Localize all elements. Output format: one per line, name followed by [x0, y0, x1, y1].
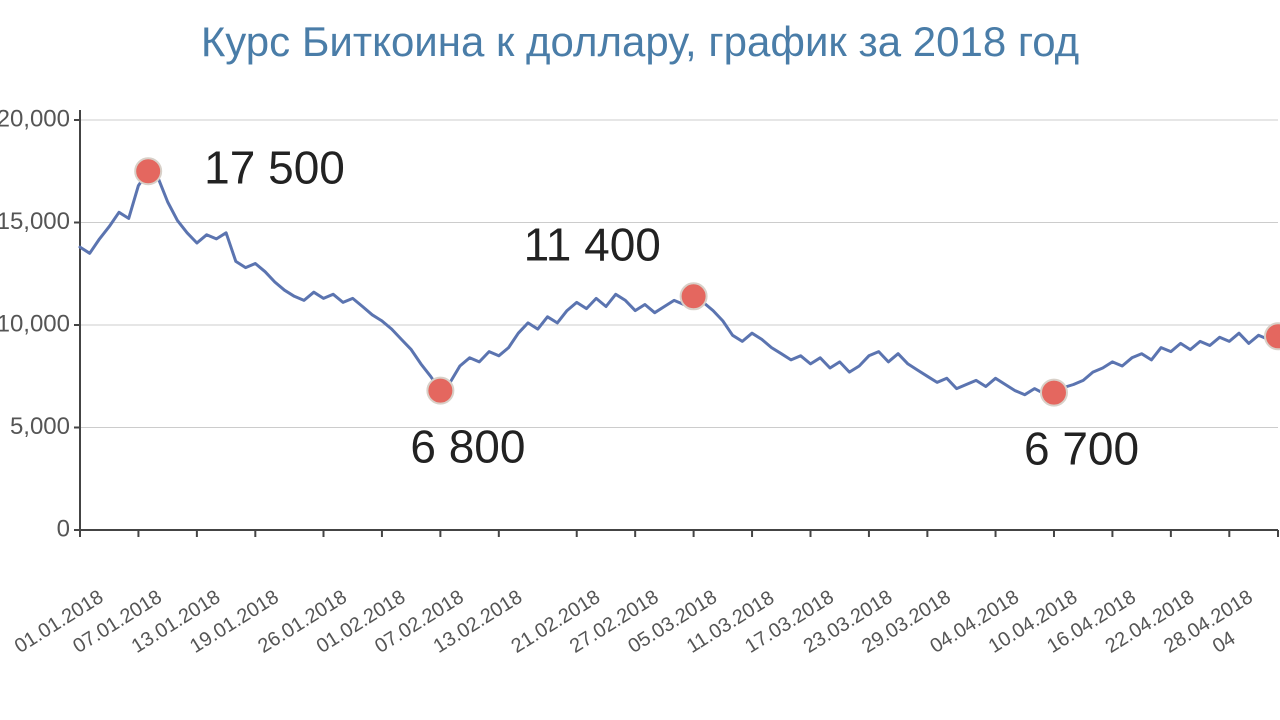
annotation-label: 11 400	[524, 218, 661, 270]
y-tick-label: 15,000	[0, 208, 70, 235]
annotation-label: 6 800	[410, 421, 525, 473]
y-tick-label: 5,000	[10, 413, 70, 440]
highlight-marker	[681, 283, 707, 309]
highlight-marker	[1041, 380, 1067, 406]
y-tick-label: 20,000	[0, 105, 70, 132]
bitcoin-usd-2018-chart: Курс Биткоина к доллару, график за 2018 …	[0, 0, 1280, 720]
highlight-marker	[427, 378, 453, 404]
y-tick-label: 0	[57, 515, 70, 542]
y-tick-label: 10,000	[0, 310, 70, 337]
chart-title: Курс Биткоина к доллару, график за 2018 …	[0, 18, 1280, 66]
annotation-label: 6 700	[1024, 423, 1139, 475]
x-tick-label: 04	[1209, 627, 1240, 657]
annotation-label: 17 500	[204, 141, 345, 193]
price-line	[80, 171, 1278, 394]
highlight-marker	[1265, 323, 1280, 349]
highlight-marker	[135, 158, 161, 184]
chart-canvas: 05,00010,00015,00020,00001.01.201807.01.…	[0, 80, 1280, 720]
